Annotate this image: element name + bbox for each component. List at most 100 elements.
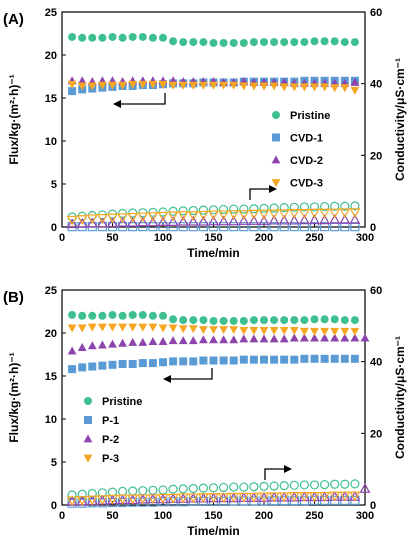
flux-point <box>88 33 97 42</box>
flux-point <box>128 310 137 319</box>
conductivity-point <box>278 209 290 220</box>
flux-point <box>148 311 157 320</box>
flux-point <box>310 354 319 363</box>
conductivity-point <box>107 494 118 505</box>
flux-point <box>300 38 309 47</box>
conductivity-point <box>299 222 309 232</box>
conductivity-point <box>197 210 209 221</box>
conductivity-point <box>76 215 88 225</box>
conductivity-point <box>349 213 361 224</box>
flux-point <box>77 82 87 91</box>
conductivity-point <box>208 222 219 232</box>
conductivity-point <box>198 205 208 215</box>
flux-point <box>280 355 289 364</box>
flux-point <box>78 311 87 320</box>
flux-point <box>330 37 339 46</box>
conductivity-point <box>228 492 240 503</box>
conductivity-point <box>178 206 188 216</box>
flux-point <box>229 81 239 90</box>
conductivity-point <box>279 222 289 232</box>
legend-label: Pristine <box>290 110 330 122</box>
conductivity-point <box>289 480 299 490</box>
y2-tick-label: 20 <box>370 428 382 440</box>
legend-swatch <box>83 434 93 443</box>
flux-point <box>219 326 228 335</box>
conductivity-point <box>187 215 199 226</box>
flux-point <box>209 316 218 325</box>
conductivity-point <box>269 222 279 232</box>
y-tick-label: 10 <box>45 136 57 148</box>
flux-point <box>270 316 279 325</box>
flux-point <box>128 323 138 332</box>
conductivity-point <box>197 493 209 503</box>
flux-point <box>239 355 248 364</box>
flux-point <box>88 362 97 371</box>
conductivity-point <box>268 214 280 225</box>
flux-point <box>118 359 127 368</box>
conductivity-point <box>76 495 88 506</box>
conductivity-point <box>278 492 290 503</box>
legend-swatch <box>271 155 281 164</box>
flux-point <box>118 33 127 42</box>
conductivity-point <box>198 483 208 493</box>
conductivity-point <box>249 482 259 492</box>
flux-point <box>87 323 97 332</box>
flux-point <box>108 339 117 348</box>
series-cvd-3 <box>66 80 361 226</box>
chart-panel-b: (B)0 50 100 150 200 250 30005101520250204060Ti… <box>3 285 407 538</box>
flux-point <box>209 356 218 365</box>
flux-point <box>68 32 77 41</box>
flux-point <box>98 340 107 349</box>
conductivity-point <box>239 204 249 214</box>
flux-point <box>289 83 299 92</box>
flux-point <box>289 333 299 342</box>
y-tick-label: 0 <box>51 222 57 234</box>
flux-point <box>310 327 319 336</box>
flux-point <box>350 327 360 336</box>
conductivity-point <box>188 222 198 232</box>
conductivity-point <box>339 213 351 224</box>
legend-swatch <box>272 133 280 142</box>
conductivity-point <box>117 216 129 227</box>
flux-point <box>320 354 329 363</box>
y-tick-label: 25 <box>45 7 57 19</box>
flux-point <box>239 38 248 47</box>
flux-point <box>199 326 208 335</box>
conductivity-point <box>188 483 198 494</box>
conductivity-point <box>167 211 179 222</box>
conductivity-point <box>147 216 159 227</box>
flux-point <box>350 316 359 325</box>
conductivity-point <box>197 215 209 226</box>
conductivity-point <box>279 481 289 491</box>
flux-point <box>77 324 87 333</box>
legend-label: CVD-1 <box>290 133 323 145</box>
conductivity-axis-arrow <box>249 185 277 200</box>
legend-label: CVD-3 <box>290 178 323 190</box>
conductivity-point <box>229 222 239 232</box>
flux-point <box>148 33 157 42</box>
conductivity-point <box>329 213 341 224</box>
conductivity-point <box>208 210 219 221</box>
flux-point <box>340 333 350 342</box>
conductivity-point <box>289 202 299 212</box>
flux-point <box>168 81 178 90</box>
flux-point <box>128 32 137 41</box>
conductivity-point <box>138 486 148 496</box>
conductivity-point <box>147 212 159 223</box>
x-tick-label: 300 <box>356 510 374 522</box>
conductivity-point <box>319 208 331 219</box>
flux-point <box>269 82 279 91</box>
flux-point <box>118 338 127 347</box>
flux-point <box>118 311 127 320</box>
y2-tick-label: 60 <box>370 285 382 297</box>
flux-axis-arrow <box>113 93 166 108</box>
conductivity-point <box>127 212 139 223</box>
y-tick-label: 20 <box>45 50 57 62</box>
flux-point <box>280 38 289 47</box>
flux-point <box>158 324 168 333</box>
flux-point <box>98 33 107 42</box>
flux-point <box>229 335 239 344</box>
conductivity-point <box>107 217 118 228</box>
y-tick-label: 10 <box>45 414 57 426</box>
x-tick-label: 250 <box>305 232 323 244</box>
